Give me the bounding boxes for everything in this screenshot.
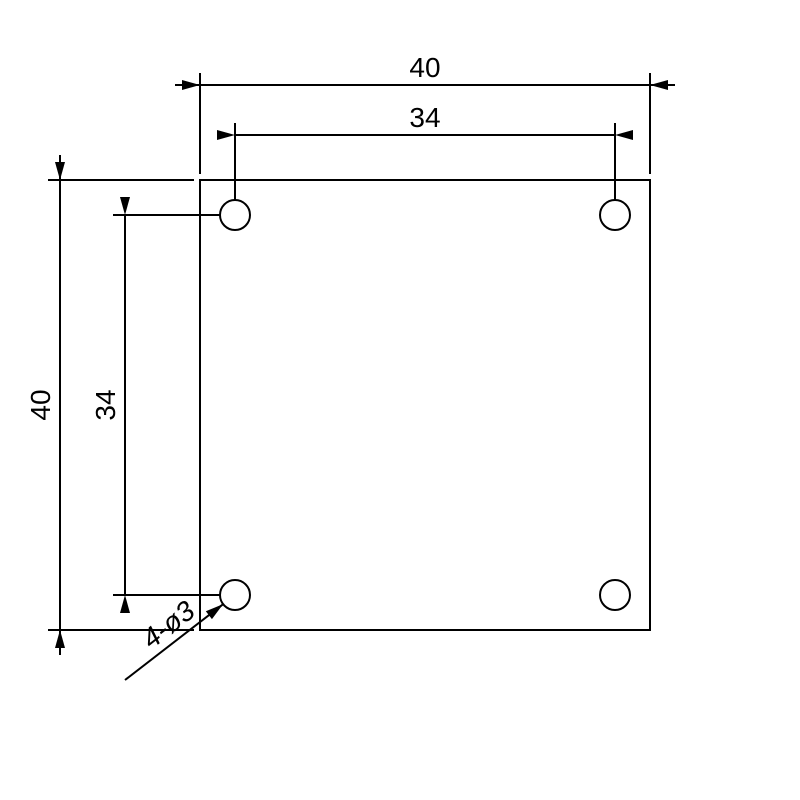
arrowhead <box>55 162 65 180</box>
engineering-drawing: 403440344-ø3 <box>0 0 800 800</box>
hole-4 <box>600 580 630 610</box>
arrowhead <box>206 604 223 619</box>
arrowhead <box>120 595 130 613</box>
arrowhead <box>120 197 130 215</box>
arrowhead <box>182 80 200 90</box>
arrowhead <box>615 130 633 140</box>
plate-outline <box>200 180 650 630</box>
hole-1 <box>220 200 250 230</box>
dim-top-inner: 34 <box>409 102 440 133</box>
dim-left-outer: 40 <box>25 389 56 420</box>
arrowhead <box>55 630 65 648</box>
arrowhead <box>650 80 668 90</box>
dim-top-outer: 40 <box>409 52 440 83</box>
arrowhead <box>217 130 235 140</box>
dim-left-inner: 34 <box>90 389 121 420</box>
hole-3 <box>220 580 250 610</box>
hole-2 <box>600 200 630 230</box>
